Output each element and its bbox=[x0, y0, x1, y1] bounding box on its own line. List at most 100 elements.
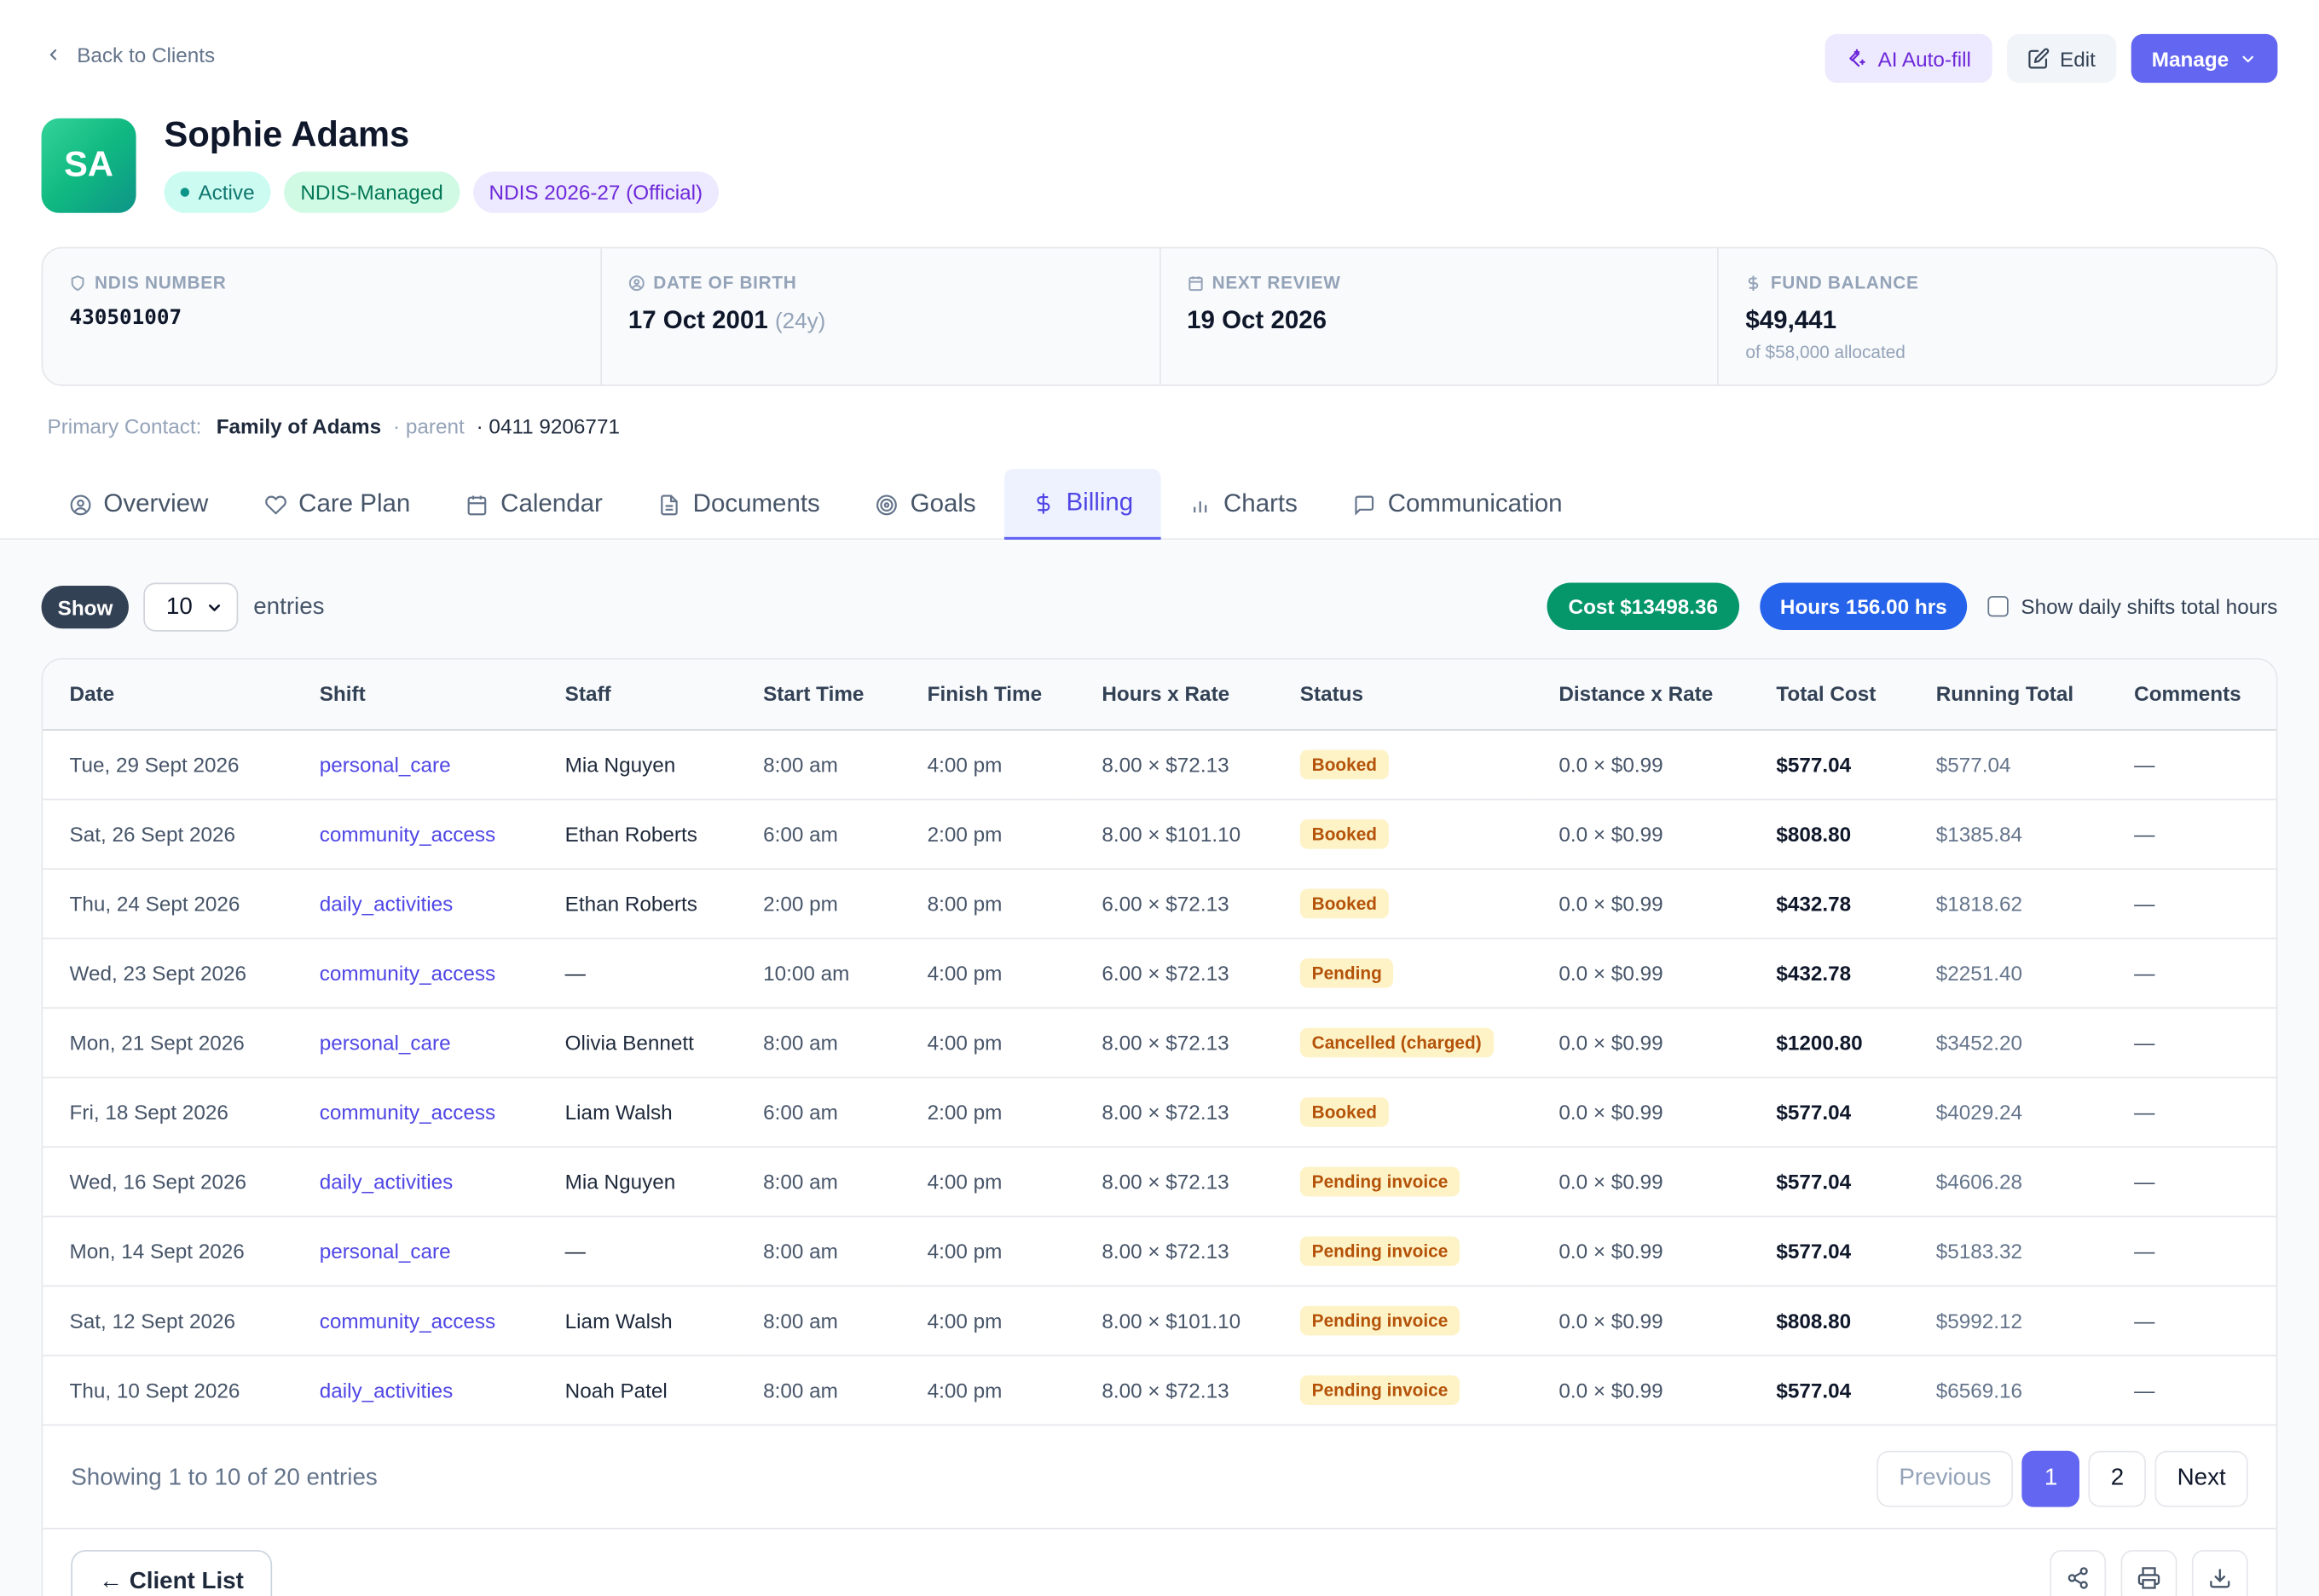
shift-cell[interactable]: daily_activities bbox=[292, 868, 539, 939]
shift-link[interactable]: personal_care bbox=[319, 752, 451, 776]
shift-link[interactable]: daily_activities bbox=[319, 891, 454, 915]
comments-cell: — bbox=[2107, 1354, 2276, 1425]
column-header[interactable]: Distance x Rate bbox=[1532, 659, 1750, 731]
shift-link[interactable]: community_access bbox=[319, 1308, 496, 1333]
previous-page-button[interactable]: Previous bbox=[1877, 1449, 2014, 1506]
page-2-button[interactable]: 2 bbox=[2088, 1449, 2147, 1506]
hours-rate-cell: 8.00 × $72.13 bbox=[1075, 1076, 1274, 1148]
client-list-button[interactable]: ← Client List bbox=[71, 1549, 272, 1596]
status-badge: Pending invoice bbox=[1299, 1304, 1460, 1335]
staff-value: Mia Nguyen bbox=[564, 752, 676, 776]
table-row[interactable]: Thu, 24 Sept 2026 daily_activities Ethan R… bbox=[43, 868, 2276, 939]
table-row[interactable]: Tue, 29 Sept 2026 personal_care Mia Nguyen… bbox=[43, 729, 2276, 800]
staff-cell: Noah Patel bbox=[538, 1354, 737, 1425]
total-cost-value: $577.04 bbox=[1776, 1099, 1852, 1124]
column-header[interactable]: Running Total bbox=[1909, 659, 2108, 731]
shift-cell[interactable]: community_access bbox=[292, 1076, 539, 1148]
plan-badge: NDIS 2026-27 (Official) bbox=[472, 171, 720, 213]
shift-cell[interactable]: personal_care bbox=[292, 1215, 539, 1287]
tab-billing[interactable]: Billing bbox=[1003, 468, 1162, 541]
shift-cell[interactable]: community_access bbox=[292, 1285, 539, 1356]
daily-hours-checkbox[interactable] bbox=[1988, 596, 2010, 617]
tab-calendar[interactable]: Calendar bbox=[438, 469, 631, 540]
hours-rate-cell: 8.00 × $101.10 bbox=[1075, 1285, 1274, 1356]
date-value: Wed, 16 Sept 2026 bbox=[69, 1169, 247, 1194]
header-actions: AI Auto-fill Edit Manage bbox=[1825, 33, 2278, 84]
comments-value: — bbox=[2134, 1308, 2155, 1333]
shift-link[interactable]: personal_care bbox=[319, 1030, 451, 1054]
fund-balance-value: $49,441 bbox=[1745, 306, 1836, 335]
table-row[interactable]: Sat, 12 Sept 2026 community_access Liam Wa… bbox=[43, 1285, 2276, 1356]
running-total-cell: $5992.12 bbox=[1909, 1285, 2108, 1356]
shift-cell[interactable]: personal_care bbox=[292, 1007, 539, 1078]
hours-rate-value: 8.00 × $72.13 bbox=[1102, 1030, 1229, 1054]
date-cell: Sat, 26 Sept 2026 bbox=[43, 798, 293, 870]
total-cost-cell: $808.80 bbox=[1749, 798, 1910, 870]
table-row[interactable]: Wed, 16 Sept 2026 daily_activities Mia Ngu… bbox=[43, 1146, 2276, 1217]
table-row[interactable]: Thu, 10 Sept 2026 daily_activities Noah Pa… bbox=[43, 1354, 2276, 1425]
shift-cell[interactable]: daily_activities bbox=[292, 1146, 539, 1217]
shift-cell[interactable]: community_access bbox=[292, 937, 539, 1009]
shift-link[interactable]: community_access bbox=[319, 1099, 496, 1124]
next-page-button[interactable]: Next bbox=[2154, 1449, 2248, 1506]
heart-icon bbox=[264, 494, 286, 516]
finish-time-value: 4:00 pm bbox=[927, 1238, 1003, 1263]
date-cell: Wed, 16 Sept 2026 bbox=[43, 1146, 293, 1217]
table-row[interactable]: Sat, 26 Sept 2026 community_access Ethan R… bbox=[43, 798, 2276, 870]
table-row[interactable]: Fri, 18 Sept 2026 community_access Liam Wa… bbox=[43, 1076, 2276, 1148]
table-row[interactable]: Mon, 21 Sept 2026 personal_care Olivia Ben… bbox=[43, 1007, 2276, 1078]
download-button[interactable] bbox=[2191, 1549, 2248, 1596]
date-value: Thu, 24 Sept 2026 bbox=[69, 891, 240, 915]
shift-cell[interactable]: community_access bbox=[292, 798, 539, 870]
column-header[interactable]: Date bbox=[43, 659, 293, 731]
stat-label: DATE OF BIRTH bbox=[653, 272, 797, 293]
shift-link[interactable]: daily_activities bbox=[319, 1169, 454, 1194]
share-button[interactable] bbox=[2050, 1549, 2107, 1596]
running-total-value: $4606.28 bbox=[1935, 1169, 2023, 1194]
tab-documents[interactable]: Documents bbox=[631, 469, 848, 540]
showing-entries-text: Showing 1 to 10 of 20 entries bbox=[71, 1465, 378, 1490]
shift-cell[interactable]: personal_care bbox=[292, 729, 539, 800]
start-time-cell: 8:00 am bbox=[736, 1007, 901, 1078]
shift-link[interactable]: personal_care bbox=[319, 1238, 451, 1263]
tab-goals[interactable]: Goals bbox=[848, 469, 1004, 540]
export-actions bbox=[2050, 1549, 2248, 1596]
column-header[interactable]: Total Cost bbox=[1749, 659, 1910, 731]
tab-care-plan[interactable]: Care Plan bbox=[236, 469, 438, 540]
table-row[interactable]: Mon, 14 Sept 2026 personal_care — 8:00 am 4:… bbox=[43, 1215, 2276, 1287]
tab-charts[interactable]: Charts bbox=[1161, 469, 1326, 540]
finish-time-cell: 8:00 pm bbox=[900, 868, 1076, 939]
status-badge: Pending invoice bbox=[1299, 1374, 1460, 1405]
running-total-value: $1818.62 bbox=[1935, 891, 2023, 915]
page-size-select[interactable]: 10 bbox=[143, 582, 239, 632]
distance-rate-cell: 0.0 × $0.99 bbox=[1532, 868, 1750, 939]
status-badge: Booked bbox=[1299, 888, 1389, 918]
shift-link[interactable]: community_access bbox=[319, 821, 496, 846]
column-header[interactable]: Status bbox=[1273, 659, 1533, 731]
tab-communication[interactable]: Communication bbox=[1326, 469, 1591, 540]
shift-link[interactable]: community_access bbox=[319, 960, 496, 985]
comments-cell: — bbox=[2107, 729, 2276, 800]
column-header[interactable]: Finish Time bbox=[900, 659, 1076, 731]
shift-link[interactable]: daily_activities bbox=[319, 1377, 454, 1402]
ai-autofill-button[interactable]: AI Auto-fill bbox=[1825, 33, 1992, 84]
staff-value: Mia Nguyen bbox=[564, 1169, 676, 1194]
column-header[interactable]: Hours x Rate bbox=[1075, 659, 1274, 731]
column-header[interactable]: Comments bbox=[2107, 659, 2276, 731]
manage-dropdown-button[interactable]: Manage bbox=[2131, 33, 2278, 84]
table-row[interactable]: Wed, 23 Sept 2026 community_access — 10:00 … bbox=[43, 937, 2276, 1009]
column-header[interactable]: Shift bbox=[292, 659, 539, 731]
shift-cell[interactable]: daily_activities bbox=[292, 1354, 539, 1425]
daily-hours-toggle[interactable]: Show daily shifts total hours bbox=[1988, 594, 2277, 618]
tab-overview[interactable]: Overview bbox=[42, 469, 237, 540]
column-header[interactable]: Start Time bbox=[736, 659, 901, 731]
start-time-cell: 2:00 pm bbox=[736, 868, 901, 939]
column-header[interactable]: Staff bbox=[538, 659, 737, 731]
hours-rate-cell: 8.00 × $72.13 bbox=[1075, 1354, 1274, 1425]
print-button[interactable] bbox=[2120, 1549, 2177, 1596]
page-1-button[interactable]: 1 bbox=[2021, 1449, 2080, 1506]
edit-button[interactable]: Edit bbox=[2006, 33, 2117, 84]
date-cell: Tue, 29 Sept 2026 bbox=[43, 729, 293, 800]
back-to-clients-link[interactable]: Back to Clients bbox=[44, 43, 215, 66]
